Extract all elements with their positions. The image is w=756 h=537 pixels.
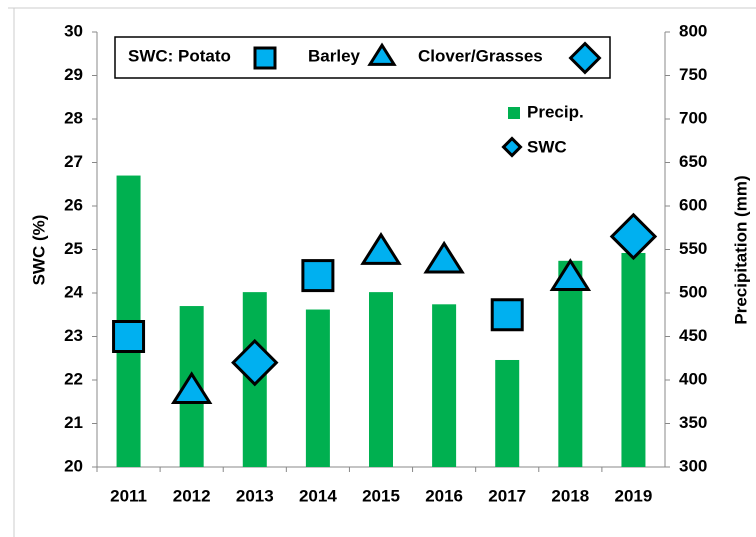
x-tick-label: 2011	[110, 486, 147, 505]
y-tick-label: 21	[64, 413, 83, 432]
y2-tick-label: 350	[679, 413, 707, 432]
point	[170, 371, 213, 405]
point	[360, 232, 402, 265]
y-tick-label: 30	[64, 21, 83, 40]
y2-tick-label: 750	[679, 65, 707, 84]
bar	[621, 252, 646, 467]
bar	[432, 304, 457, 467]
y-tick-label: 23	[64, 326, 83, 345]
legend-box	[114, 36, 611, 79]
y2-tick-label: 800	[679, 21, 707, 40]
point	[301, 259, 335, 293]
bar	[369, 292, 393, 467]
y-tick-label: 29	[64, 65, 83, 84]
bar	[305, 309, 330, 467]
y-tick-label: 25	[64, 239, 83, 258]
point	[609, 212, 658, 261]
legend-label: SWC	[527, 137, 567, 156]
y2-axis-label: Precipitation (mm)	[731, 175, 750, 324]
y-tick-label: 22	[64, 369, 83, 388]
legend-label: SWC: Potato	[128, 46, 231, 65]
y-tick-label: 28	[64, 108, 83, 127]
legend-label: Barley	[308, 46, 361, 65]
legend-marker	[501, 136, 523, 158]
x-tick-label: 2018	[551, 486, 589, 505]
x-tick-label: 2016	[425, 486, 463, 505]
point	[231, 338, 279, 387]
y2-tick-label: 650	[679, 152, 707, 171]
point	[549, 258, 592, 291]
y-axis-label: SWC (%)	[29, 215, 48, 286]
y-tick-label: 27	[64, 152, 83, 171]
y-tick-label: 24	[64, 282, 83, 301]
legend-label: Clover/Grasses	[418, 46, 543, 65]
x-tick-label: 2017	[488, 486, 526, 505]
x-tick-label: 2012	[173, 486, 211, 505]
bar	[558, 260, 583, 467]
legend-marker	[367, 42, 397, 66]
y2-tick-label: 300	[679, 456, 707, 475]
legend-swatch	[508, 107, 520, 119]
x-tick-label: 2019	[615, 486, 653, 505]
point	[112, 320, 146, 353]
x-tick-label: 2013	[236, 486, 274, 505]
y2-tick-label: 700	[679, 108, 707, 127]
legend-marker	[568, 41, 602, 75]
y2-tick-label: 600	[679, 195, 707, 214]
x-tick-label: 2014	[299, 486, 337, 505]
point	[490, 298, 524, 332]
point	[423, 240, 465, 274]
y2-tick-label: 550	[679, 239, 707, 258]
y-tick-label: 26	[64, 195, 83, 214]
y2-tick-label: 450	[679, 326, 707, 345]
legend-marker	[253, 46, 277, 70]
x-tick-label: 2015	[362, 486, 400, 505]
bar	[495, 359, 520, 467]
y2-tick-label: 400	[679, 369, 707, 388]
y2-tick-label: 500	[679, 282, 707, 301]
legend-label: Precip.	[527, 102, 584, 121]
y-tick-label: 20	[64, 456, 83, 475]
